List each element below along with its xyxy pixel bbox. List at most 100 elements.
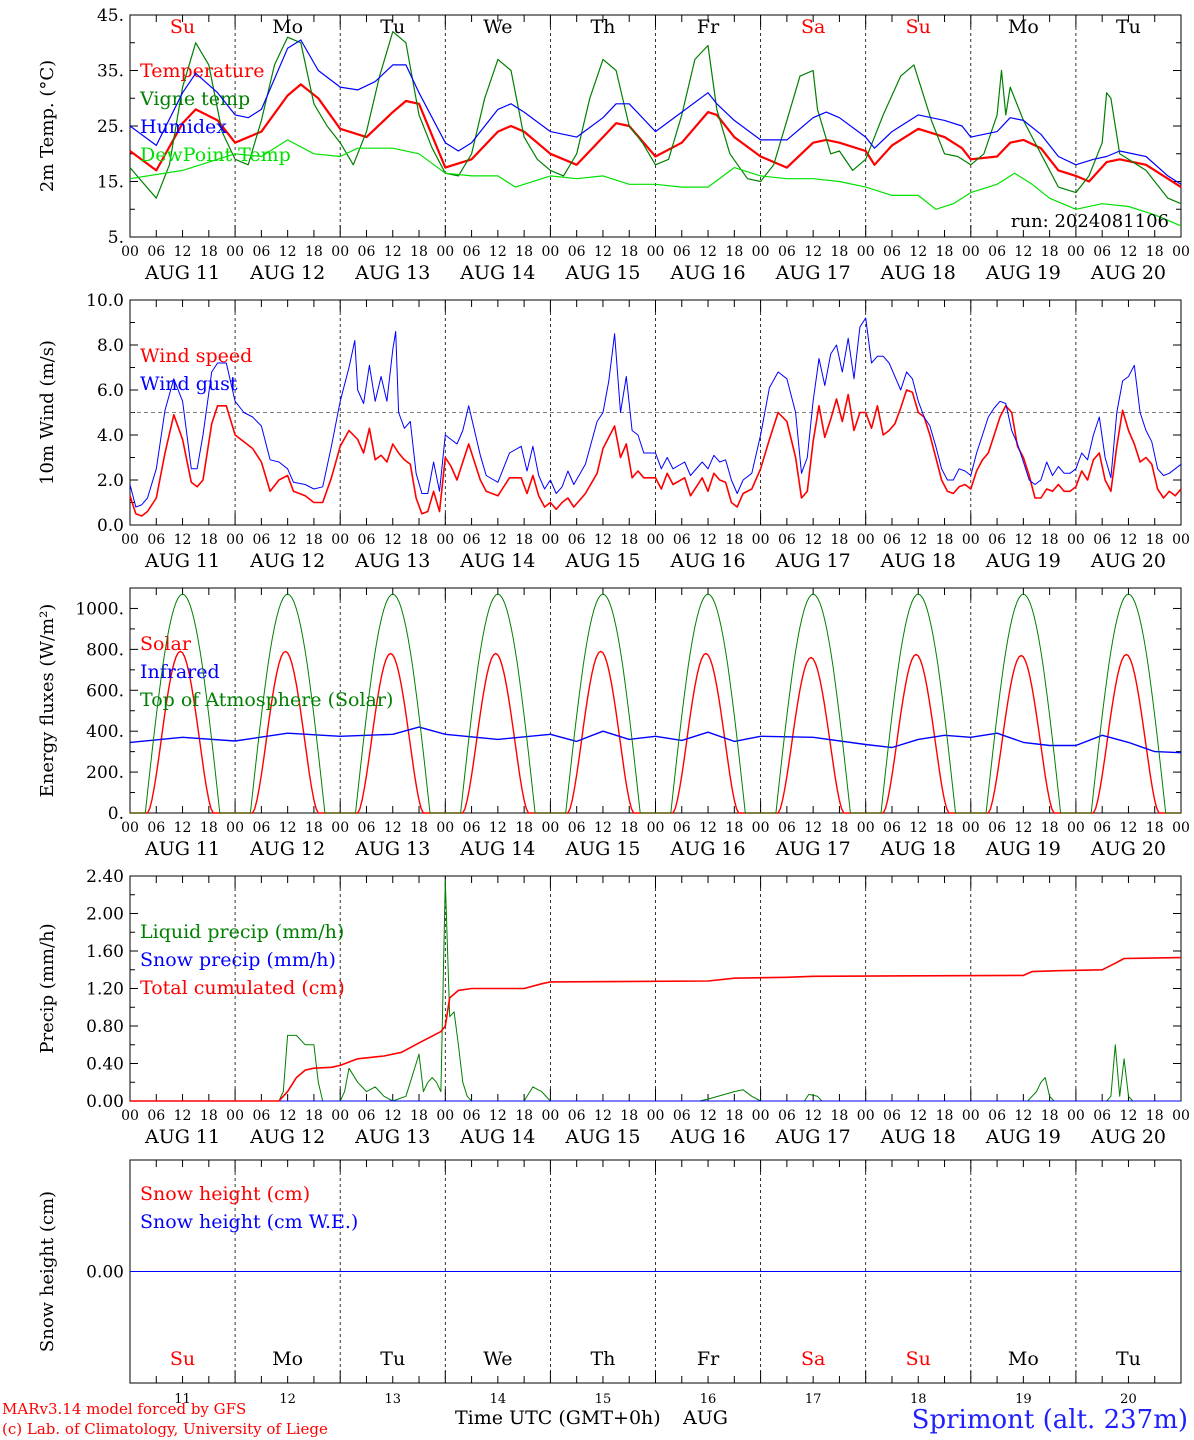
day-of-week-label: Mo (1008, 1348, 1039, 1370)
hour-tick-label: 12 (384, 532, 402, 548)
y-tick-label: 0. (108, 804, 124, 824)
date-label: AUG 17 (775, 1126, 851, 1148)
hour-tick-label: 00 (1067, 820, 1085, 836)
day-of-week-label: We (483, 1348, 512, 1370)
location-label: Sprimont (alt. 237m) (912, 1405, 1188, 1435)
hour-tick-label: 18 (1146, 820, 1164, 836)
hour-tick-label: 00 (752, 1108, 770, 1124)
run-label: run: 2024081106 (1011, 211, 1169, 232)
hour-tick-label: 06 (358, 244, 376, 260)
hour-tick-label: 18 (725, 244, 743, 260)
date-label: AUG 14 (459, 1126, 535, 1148)
hour-tick-label: 00 (962, 1108, 980, 1124)
hour-tick-label: 06 (1093, 244, 1111, 260)
legend-entry: Total cumulated (cm) (140, 977, 345, 999)
hour-tick-label: 00 (857, 1108, 875, 1124)
day-of-week-label: Tu (1116, 1348, 1141, 1370)
hour-tick-label: 06 (463, 820, 481, 836)
hour-tick-label: 00 (857, 532, 875, 548)
hour-tick-label: 12 (489, 532, 507, 548)
hour-tick-label: 12 (909, 244, 927, 260)
hour-tick-label: 12 (1120, 820, 1138, 836)
month-label: AUG (682, 1407, 728, 1429)
day-of-week-label: Su (170, 1348, 195, 1370)
hour-tick-label: 18 (1146, 532, 1164, 548)
date-label: AUG 12 (249, 838, 325, 860)
date-label: AUG 16 (669, 1126, 745, 1148)
day-of-week-label: Tu (380, 1348, 405, 1370)
legend-entry: Wind speed (140, 345, 252, 367)
hour-tick-label: 18 (515, 532, 533, 548)
hour-tick-label: 18 (515, 1108, 533, 1124)
hour-tick-label: 18 (936, 820, 954, 836)
hour-tick-label: 18 (1146, 1108, 1164, 1124)
hour-tick-label: 18 (620, 532, 638, 548)
date-label: AUG 15 (564, 550, 640, 572)
y-axis-title: Snow height (cm) (37, 1191, 58, 1352)
hour-tick-label: 00 (331, 820, 349, 836)
hour-tick-label: 00 (1172, 1108, 1190, 1124)
date-label: AUG 12 (249, 1126, 325, 1148)
hour-tick-label: 06 (252, 820, 270, 836)
y-tick-label: 25. (97, 117, 124, 137)
hour-tick-label: 00 (226, 1108, 244, 1124)
y-tick-label: 0.40 (86, 1055, 124, 1075)
hour-tick-label: 18 (305, 820, 323, 836)
hour-tick-label: 12 (804, 532, 822, 548)
date-label: AUG 20 (1090, 550, 1166, 572)
hour-tick-label: 18 (831, 532, 849, 548)
date-label: AUG 11 (144, 550, 220, 572)
hour-tick-label: 12 (1120, 244, 1138, 260)
date-label: AUG 19 (985, 550, 1061, 572)
hour-tick-label: 12 (384, 244, 402, 260)
legend-entry: Humidex (140, 116, 227, 138)
y-tick-label: 2.40 (86, 867, 124, 887)
hour-tick-label: 00 (857, 244, 875, 260)
hour-tick-label: 06 (778, 532, 796, 548)
hour-tick-label: 18 (305, 532, 323, 548)
copyright-label: (c) Lab. of Climatology, University of L… (2, 1420, 328, 1438)
hour-tick-label: 00 (647, 1108, 665, 1124)
y-tick-label: 800. (86, 640, 124, 660)
day-of-week-label: Mo (272, 1348, 303, 1370)
hour-tick-label: 06 (778, 820, 796, 836)
x-axis-title: Time UTC (GMT+0h) (455, 1407, 661, 1429)
hour-tick-label: 12 (1014, 532, 1032, 548)
hour-tick-label: 12 (384, 1108, 402, 1124)
hour-tick-label: 06 (988, 244, 1006, 260)
day-number-label: 17 (805, 1392, 822, 1407)
legend-entry: Liquid precip (mm/h) (140, 921, 344, 943)
hour-tick-label: 00 (541, 244, 559, 260)
hour-tick-label: 18 (200, 820, 218, 836)
hour-tick-label: 00 (226, 532, 244, 548)
hour-tick-label: 18 (725, 820, 743, 836)
date-label: AUG 16 (669, 550, 745, 572)
hour-tick-label: 00 (226, 244, 244, 260)
date-label: AUG 18 (880, 1126, 956, 1148)
y-tick-label: 8.0 (97, 336, 124, 356)
hour-tick-label: 06 (883, 820, 901, 836)
hour-tick-label: 06 (568, 532, 586, 548)
date-label: AUG 20 (1090, 838, 1166, 860)
hour-tick-label: 12 (804, 820, 822, 836)
hour-tick-label: 00 (752, 820, 770, 836)
day-number-label: 18 (910, 1392, 927, 1407)
hour-tick-label: 18 (200, 244, 218, 260)
hour-tick-label: 06 (463, 244, 481, 260)
day-of-week-label: Su (170, 16, 195, 38)
day-of-week-label: Th (590, 16, 615, 38)
day-of-week-label: Sa (801, 1348, 825, 1370)
y-tick-label: 0.00 (86, 1092, 124, 1112)
date-label: AUG 15 (564, 262, 640, 284)
hour-tick-label: 06 (147, 244, 165, 260)
hour-tick-label: 18 (410, 820, 428, 836)
series-line-temperature-3 (129, 139, 1182, 227)
hour-tick-label: 06 (463, 532, 481, 548)
hour-tick-label: 00 (121, 532, 139, 548)
y-axis-title: 2m Temp. (°C) (37, 60, 58, 192)
hour-tick-label: 06 (568, 244, 586, 260)
day-number-label: 12 (279, 1392, 296, 1407)
day-number-label: 16 (700, 1392, 717, 1407)
hour-tick-label: 12 (804, 244, 822, 260)
hour-tick-label: 00 (436, 244, 454, 260)
